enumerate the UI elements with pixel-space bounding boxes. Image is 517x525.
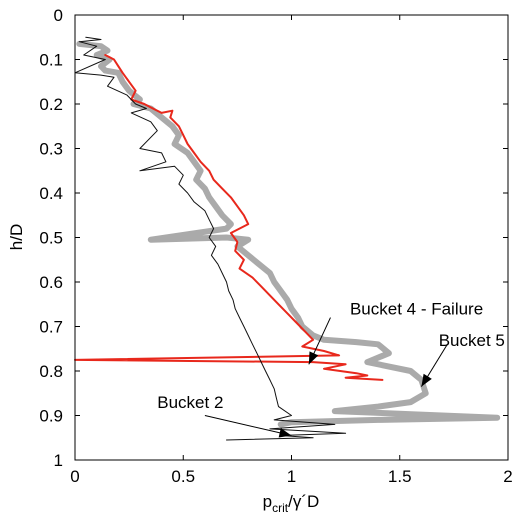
y-tick-label: 0.6 [39, 273, 63, 292]
y-axis-label: h/D [7, 224, 26, 250]
annotation-label: Bucket 2 [157, 393, 223, 412]
y-tick-label: 1 [54, 451, 63, 470]
y-axis: 0 0.1 0.2 0.3 0.4 0.5 0.6 0.7 0.8 0.9 1 [39, 6, 508, 470]
x-axis: 0 0.5 1 1.5 2 [70, 15, 513, 486]
annotation-label: Bucket 5 [439, 331, 505, 350]
series-line-bucket-4-failure [74, 54, 384, 381]
x-axis-label-rest: /γ´D [288, 492, 319, 511]
x-axis-label-main: p [263, 492, 272, 511]
x-tick-label: 0.5 [171, 467, 195, 486]
x-tick-label: 0 [70, 467, 79, 486]
annotation-arrow [204, 415, 292, 437]
plot-background [75, 15, 508, 460]
annotation-arrowhead [421, 373, 432, 387]
y-tick-label: 0.1 [39, 51, 63, 70]
annotation-arrowhead [308, 351, 319, 365]
y-tick-label: 0.7 [39, 318, 63, 337]
series-line-bucket-2 [74, 36, 347, 441]
x-tick-label: 1.5 [388, 467, 412, 486]
y-tick-label: 0.8 [39, 362, 63, 381]
y-tick-label: 0.3 [39, 140, 63, 159]
y-tick-label: 0.4 [39, 184, 63, 203]
annotation-arrowhead [278, 428, 292, 438]
y-tick-label: 0.9 [39, 407, 63, 426]
series-layer [74, 36, 501, 441]
x-tick-label: 1 [287, 467, 296, 486]
y-tick-label: 0.2 [39, 95, 63, 114]
x-axis-label-sub: crit [272, 501, 289, 515]
y-tick-label: 0 [54, 6, 63, 25]
annotations: Bucket 4 - Failure Bucket 5 Bucket 2 [157, 300, 505, 438]
x-tick-label: 2 [503, 467, 512, 486]
annotation-label: Bucket 4 - Failure [350, 300, 483, 319]
series-line-bucket-5 [76, 40, 501, 428]
y-tick-label: 0.5 [39, 229, 63, 248]
x-axis-label: pcrit/γ´D [263, 492, 320, 515]
